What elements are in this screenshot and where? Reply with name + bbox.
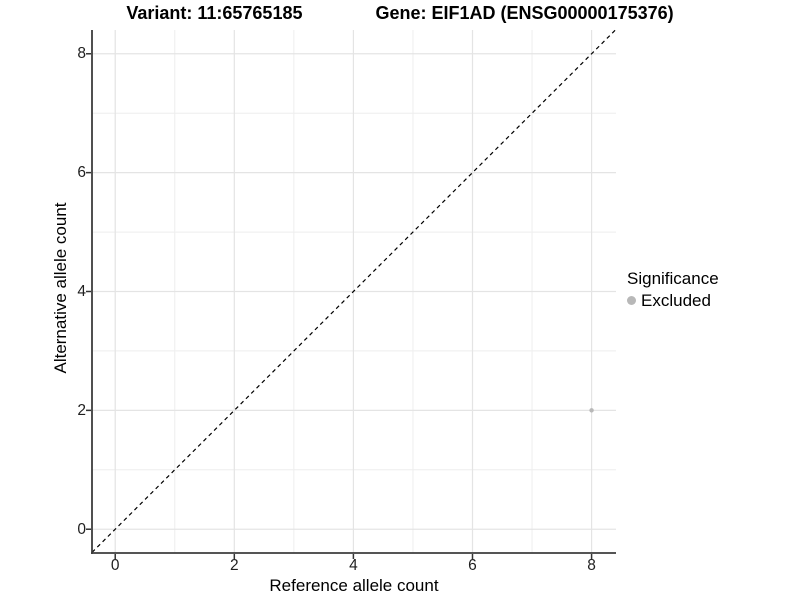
y-tick-label: 6 — [77, 164, 86, 182]
legend-entry-excluded: Excluded — [627, 291, 719, 310]
legend: Significance Excluded — [627, 269, 719, 310]
x-tick-label: 6 — [468, 557, 477, 574]
y-axis-title: Alternative allele count — [51, 202, 70, 374]
x-tick-label: 0 — [110, 557, 120, 574]
y-tick-label: 0 — [77, 520, 86, 538]
x-tick-label: 2 — [230, 557, 239, 574]
x-axis-title: Reference allele count — [269, 576, 439, 595]
y-tick-label: 4 — [77, 283, 86, 300]
y-tick-label: 8 — [77, 45, 86, 63]
identity-line — [91, 29, 616, 553]
plot-title: Variant: 11:65765185 Gene: EIF1AD (ENSG0… — [0, 3, 800, 23]
data-point — [589, 408, 594, 413]
x-tick-label: 4 — [349, 557, 358, 574]
legend-key-dot-icon — [627, 296, 636, 305]
y-tick-label: 2 — [77, 401, 86, 419]
legend-entry-label: Excluded — [641, 291, 711, 310]
gene-title: Gene: EIF1AD (ENSG00000175376) — [375, 3, 674, 23]
x-tick-label: 8 — [587, 557, 596, 574]
legend-title: Significance — [627, 269, 719, 288]
variant-title: Variant: 11:65765185 — [126, 3, 303, 23]
